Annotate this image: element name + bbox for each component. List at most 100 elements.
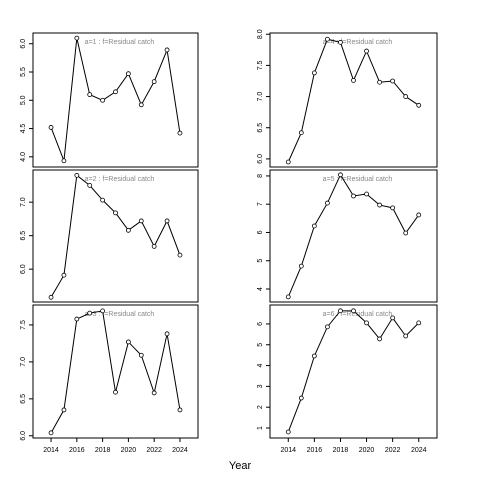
y-tick-label: 6 xyxy=(257,322,264,326)
x-tick-label: 2018 xyxy=(333,447,349,454)
y-tick-label: 6 xyxy=(257,230,264,234)
data-point xyxy=(338,39,343,45)
plot-frame xyxy=(269,304,438,439)
data-point xyxy=(151,243,157,249)
data-point xyxy=(285,294,291,300)
data-point xyxy=(338,172,343,178)
data-point xyxy=(164,218,170,224)
data-point xyxy=(390,315,396,321)
data-point xyxy=(164,47,170,53)
x-tick-label: 2014 xyxy=(43,447,59,454)
annotation: a=5 : f=Residual catch xyxy=(323,176,393,183)
data-point xyxy=(311,353,317,359)
data-point xyxy=(416,212,422,218)
data-point xyxy=(416,320,422,326)
data-line xyxy=(50,174,181,298)
y-tick-label: 6.0 xyxy=(20,39,27,49)
y-tick-label: 6.5 xyxy=(20,394,27,404)
x-tick-label: 2024 xyxy=(172,447,188,454)
data-point xyxy=(74,35,80,41)
x-tick-label: 2016 xyxy=(69,447,85,454)
annotation: a=1 : f=Residual catch xyxy=(85,39,155,46)
plot-frame xyxy=(269,32,438,168)
y-tick-label: 7.0 xyxy=(257,92,264,102)
y-tick-label: 5.0 xyxy=(20,95,27,105)
y-tick-label: 7.0 xyxy=(20,357,27,367)
data-point xyxy=(351,193,356,199)
data-point xyxy=(138,352,144,358)
data-line xyxy=(287,38,420,163)
data-point xyxy=(351,308,356,314)
data-point xyxy=(285,429,291,435)
data-point xyxy=(87,92,93,98)
annotation: a=2 : f=Residual catch xyxy=(85,176,155,183)
data-point xyxy=(325,200,330,206)
y-tick-label: 7.5 xyxy=(257,60,264,70)
data-point xyxy=(390,78,396,84)
data-point xyxy=(48,294,54,300)
data-point xyxy=(311,223,317,229)
y-tick-label: 4.5 xyxy=(20,124,27,134)
data-point xyxy=(403,94,409,99)
data-point xyxy=(325,36,330,42)
y-tick-label: 5.5 xyxy=(20,67,27,77)
plot-frame xyxy=(269,169,438,303)
data-point xyxy=(61,158,67,164)
data-point xyxy=(298,130,304,136)
plot-frame xyxy=(32,32,199,168)
data-point xyxy=(377,336,382,342)
y-tick-label: 7.0 xyxy=(20,197,27,207)
data-point xyxy=(416,102,422,108)
y-tick-label: 4.0 xyxy=(20,152,27,162)
data-point xyxy=(100,97,106,103)
data-point xyxy=(403,230,409,236)
y-tick-label: 6.5 xyxy=(20,231,27,241)
y-tick-label: 7.5 xyxy=(20,320,27,330)
y-tick-label: 6.0 xyxy=(20,264,27,274)
data-line xyxy=(287,310,420,433)
data-point xyxy=(61,407,67,413)
data-point xyxy=(177,407,183,413)
data-line xyxy=(50,37,181,161)
data-line xyxy=(50,310,181,434)
x-tick-label: 2016 xyxy=(307,447,323,454)
data-point xyxy=(125,71,131,77)
data-point xyxy=(138,218,144,224)
x-tick-label: 2020 xyxy=(121,447,137,454)
data-point xyxy=(87,183,93,188)
data-point xyxy=(74,172,80,178)
annotation: a=3 : f=Residual catch xyxy=(85,311,155,318)
x-tick-label: 2014 xyxy=(280,447,296,454)
y-tick-label: 4 xyxy=(257,287,264,291)
data-point xyxy=(125,339,131,345)
x-tick-label: 2024 xyxy=(411,447,427,454)
data-point xyxy=(403,333,409,339)
data-point xyxy=(100,197,106,203)
y-tick-label: 2 xyxy=(257,405,264,409)
data-point xyxy=(113,89,118,95)
data-point xyxy=(177,252,183,258)
data-point xyxy=(390,205,396,211)
data-point xyxy=(377,202,382,208)
data-point xyxy=(311,70,317,76)
y-tick-label: 8 xyxy=(257,174,264,178)
data-point xyxy=(351,77,356,83)
x-axis-label: Year xyxy=(229,460,252,472)
data-point xyxy=(325,324,330,330)
data-point xyxy=(74,316,80,322)
y-tick-label: 8.0 xyxy=(257,29,264,39)
y-tick-label: 1 xyxy=(257,426,264,430)
data-point xyxy=(100,308,106,314)
data-point xyxy=(338,308,343,314)
data-point xyxy=(364,320,369,326)
x-tick-label: 2020 xyxy=(359,447,375,454)
y-tick-label: 4 xyxy=(257,364,264,368)
data-point xyxy=(177,130,183,136)
data-point xyxy=(377,79,382,85)
data-point xyxy=(164,331,170,337)
plot-frame xyxy=(32,304,199,439)
annotation: a=4 : f=Residual catch xyxy=(323,39,393,46)
y-tick-label: 6.0 xyxy=(20,431,27,441)
data-point xyxy=(364,191,369,197)
